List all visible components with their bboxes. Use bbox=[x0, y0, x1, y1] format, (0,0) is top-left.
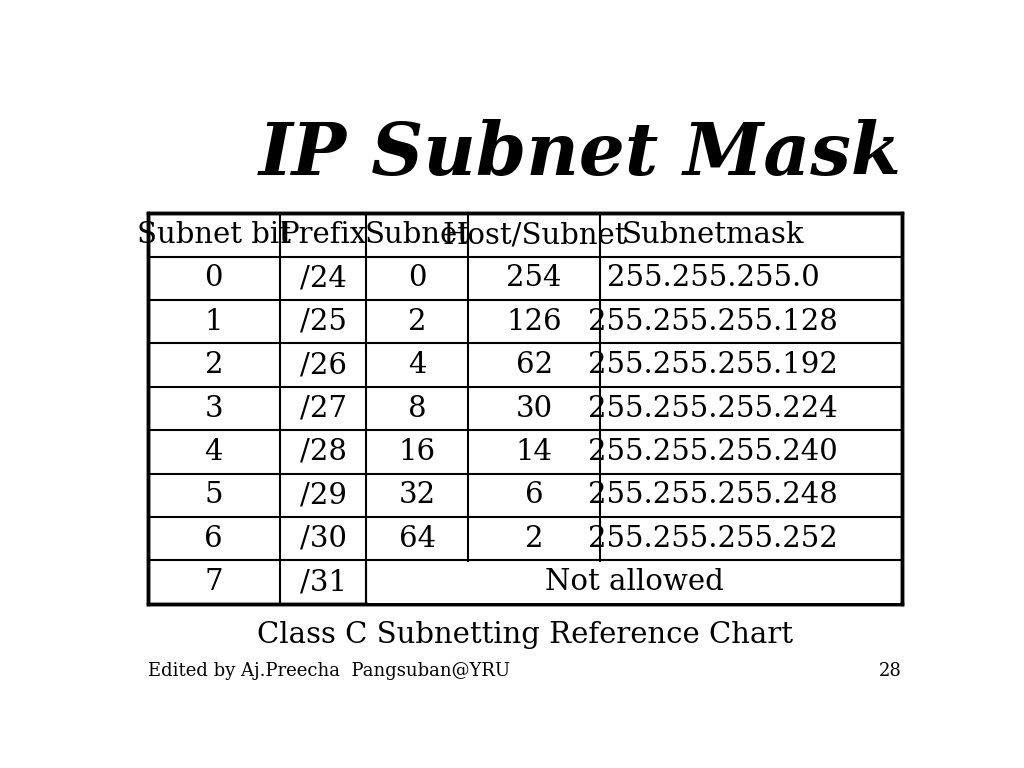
Text: Class C Subnetting Reference Chart: Class C Subnetting Reference Chart bbox=[257, 621, 793, 649]
Text: 2: 2 bbox=[409, 308, 427, 336]
Text: 28: 28 bbox=[879, 661, 902, 680]
Text: 0: 0 bbox=[409, 264, 427, 293]
Text: Edited by Aj.Preecha  Pangsuban@YRU: Edited by Aj.Preecha Pangsuban@YRU bbox=[147, 661, 510, 680]
Text: 255.255.255.0: 255.255.255.0 bbox=[607, 264, 819, 293]
Text: 8: 8 bbox=[408, 395, 427, 422]
Text: /28: /28 bbox=[300, 438, 347, 466]
Text: /29: /29 bbox=[300, 482, 347, 509]
Text: /31: /31 bbox=[300, 568, 347, 596]
Text: 255.255.255.240: 255.255.255.240 bbox=[589, 438, 839, 466]
Text: 16: 16 bbox=[398, 438, 436, 466]
Text: 2: 2 bbox=[525, 525, 544, 553]
Text: Subnet bit: Subnet bit bbox=[137, 221, 291, 249]
Text: 30: 30 bbox=[516, 395, 553, 422]
Text: Host/Subnet: Host/Subnet bbox=[442, 221, 627, 249]
Text: 255.255.255.252: 255.255.255.252 bbox=[589, 525, 839, 553]
Text: 3: 3 bbox=[205, 395, 223, 422]
Text: 1: 1 bbox=[205, 308, 223, 336]
Text: 2: 2 bbox=[205, 351, 223, 379]
Text: Not allowed: Not allowed bbox=[545, 568, 724, 596]
Text: /24: /24 bbox=[300, 264, 346, 293]
Bar bbox=[368, 561, 900, 603]
Text: 255.255.255.192: 255.255.255.192 bbox=[589, 351, 839, 379]
Text: 5: 5 bbox=[205, 482, 223, 509]
Text: 254: 254 bbox=[507, 264, 562, 293]
Text: /26: /26 bbox=[300, 351, 347, 379]
Bar bbox=[147, 214, 902, 604]
Text: /25: /25 bbox=[300, 308, 346, 336]
Text: 62: 62 bbox=[516, 351, 553, 379]
Text: Subnet: Subnet bbox=[365, 221, 470, 249]
Text: 6: 6 bbox=[525, 482, 544, 509]
Text: IP Subnet Mask: IP Subnet Mask bbox=[259, 119, 902, 190]
Text: 126: 126 bbox=[507, 308, 562, 336]
Text: /27: /27 bbox=[300, 395, 347, 422]
Text: 4: 4 bbox=[205, 438, 223, 466]
Text: 4: 4 bbox=[409, 351, 427, 379]
Text: 7: 7 bbox=[205, 568, 223, 596]
Text: Subnetmask: Subnetmask bbox=[622, 221, 805, 249]
Text: 255.255.255.248: 255.255.255.248 bbox=[589, 482, 839, 509]
Text: 6: 6 bbox=[205, 525, 223, 553]
Text: 0: 0 bbox=[205, 264, 223, 293]
Text: Prefix: Prefix bbox=[280, 221, 367, 249]
Text: 255.255.255.224: 255.255.255.224 bbox=[589, 395, 839, 422]
Text: /30: /30 bbox=[300, 525, 347, 553]
Text: 32: 32 bbox=[398, 482, 436, 509]
Text: 64: 64 bbox=[398, 525, 436, 553]
Text: 14: 14 bbox=[516, 438, 553, 466]
Text: 255.255.255.128: 255.255.255.128 bbox=[589, 308, 839, 336]
